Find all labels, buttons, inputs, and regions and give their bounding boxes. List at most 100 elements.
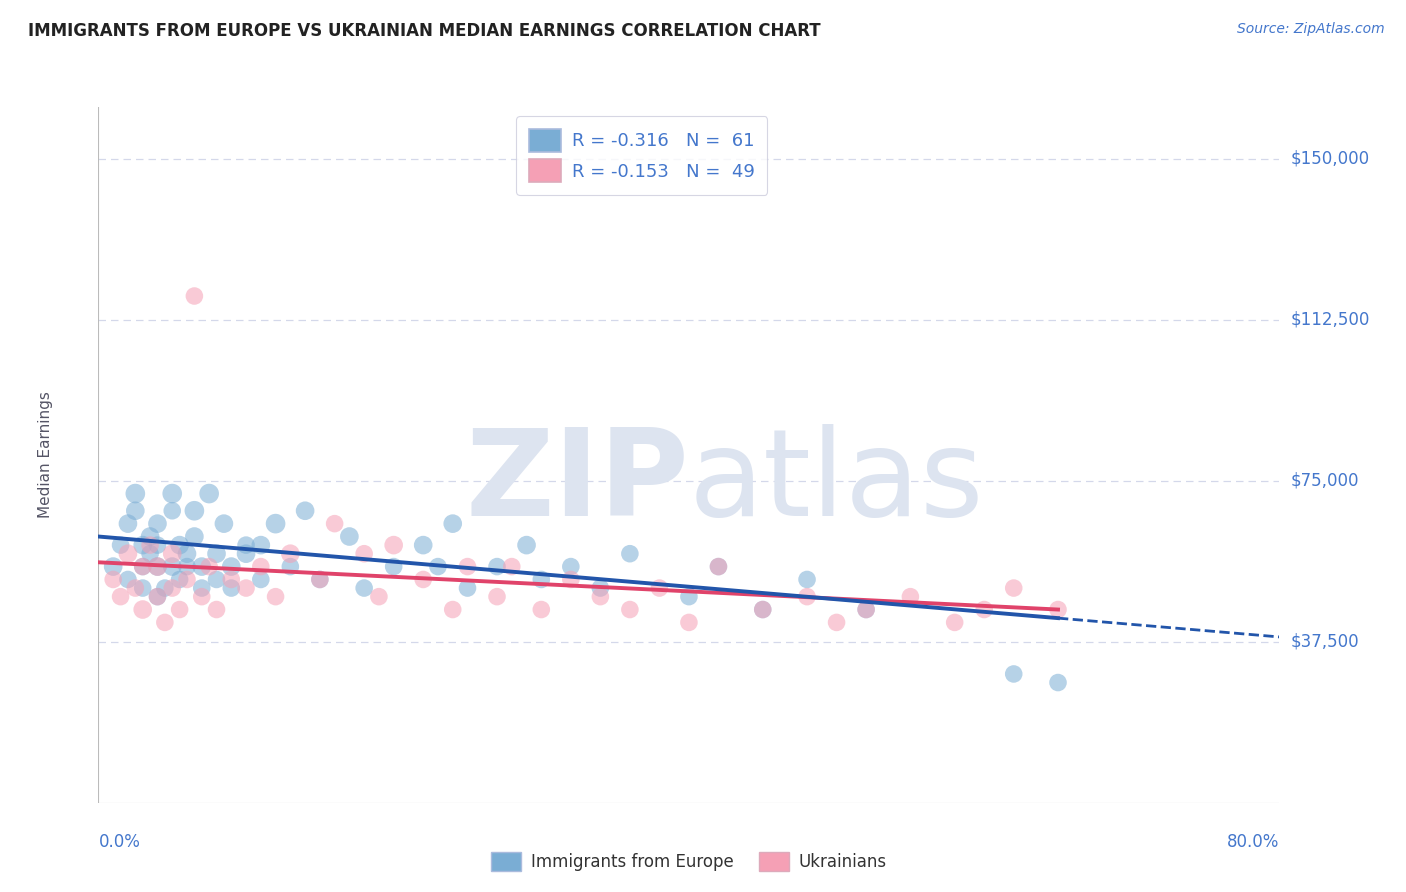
Point — [353, 581, 375, 595]
Point — [337, 529, 360, 543]
Point — [212, 516, 235, 531]
Point — [486, 559, 509, 574]
Text: ZIP: ZIP — [465, 425, 689, 541]
Point — [124, 581, 146, 595]
Point — [589, 581, 612, 595]
Point — [169, 573, 191, 587]
Point — [250, 573, 273, 587]
Point — [235, 538, 257, 552]
Text: Median Earnings: Median Earnings — [38, 392, 53, 518]
Point — [294, 504, 316, 518]
Point — [124, 504, 146, 518]
Point — [103, 559, 125, 574]
Point — [486, 590, 509, 604]
Point — [110, 590, 132, 604]
Point — [278, 547, 302, 561]
Point — [132, 559, 155, 574]
Point — [183, 289, 205, 303]
Point — [427, 559, 450, 574]
Point — [124, 486, 146, 500]
Point — [619, 602, 641, 616]
Point — [162, 547, 183, 561]
Point — [560, 559, 582, 574]
Point — [382, 538, 405, 552]
Point — [1046, 675, 1069, 690]
Point — [412, 573, 434, 587]
Point — [648, 581, 671, 595]
Point — [139, 547, 162, 561]
Point — [973, 602, 995, 616]
Text: IMMIGRANTS FROM EUROPE VS UKRAINIAN MEDIAN EARNINGS CORRELATION CHART: IMMIGRANTS FROM EUROPE VS UKRAINIAN MEDI… — [28, 22, 821, 40]
Point — [146, 590, 169, 604]
Text: 0.0%: 0.0% — [98, 833, 141, 851]
Point — [162, 559, 183, 574]
Point — [250, 559, 273, 574]
Point — [103, 573, 125, 587]
Point — [132, 538, 155, 552]
Point — [132, 602, 155, 616]
Point — [707, 559, 730, 574]
Point — [110, 538, 132, 552]
Point — [146, 590, 169, 604]
Point — [219, 559, 242, 574]
Point — [176, 573, 198, 587]
Point — [530, 602, 553, 616]
Point — [900, 590, 922, 604]
Point — [855, 602, 877, 616]
Text: $112,500: $112,500 — [1291, 310, 1369, 328]
Point — [176, 559, 198, 574]
Point — [205, 547, 228, 561]
Text: 80.0%: 80.0% — [1227, 833, 1279, 851]
Point — [153, 581, 176, 595]
Point — [501, 559, 523, 574]
Point — [117, 516, 139, 531]
Point — [183, 529, 205, 543]
Point — [707, 559, 730, 574]
Point — [309, 573, 332, 587]
Point — [382, 559, 405, 574]
Point — [198, 486, 221, 500]
Point — [264, 516, 287, 531]
Point — [198, 559, 221, 574]
Point — [117, 547, 139, 561]
Point — [353, 547, 375, 561]
Point — [796, 573, 818, 587]
Point — [825, 615, 848, 630]
Point — [441, 602, 464, 616]
Point — [589, 590, 612, 604]
Point — [146, 559, 169, 574]
Point — [219, 573, 242, 587]
Point — [153, 615, 176, 630]
Point — [323, 516, 346, 531]
Point — [515, 538, 537, 552]
Point — [619, 547, 641, 561]
Point — [132, 559, 155, 574]
Point — [183, 504, 205, 518]
Point — [250, 538, 273, 552]
Point — [278, 559, 302, 574]
Point — [191, 590, 214, 604]
Point — [560, 573, 582, 587]
Point — [1046, 602, 1069, 616]
Point — [219, 581, 242, 595]
Point — [264, 590, 287, 604]
Point — [169, 538, 191, 552]
Point — [368, 590, 391, 604]
Point — [117, 573, 139, 587]
Point — [678, 590, 700, 604]
Point — [146, 538, 169, 552]
Point — [191, 559, 214, 574]
Text: $150,000: $150,000 — [1291, 150, 1369, 168]
Point — [169, 602, 191, 616]
Point — [146, 559, 169, 574]
Point — [162, 504, 183, 518]
Point — [162, 486, 183, 500]
Point — [1002, 581, 1025, 595]
Point — [191, 581, 214, 595]
Point — [678, 615, 700, 630]
Point — [146, 516, 169, 531]
Point — [205, 573, 228, 587]
Point — [796, 590, 818, 604]
Point — [139, 538, 162, 552]
Point — [751, 602, 773, 616]
